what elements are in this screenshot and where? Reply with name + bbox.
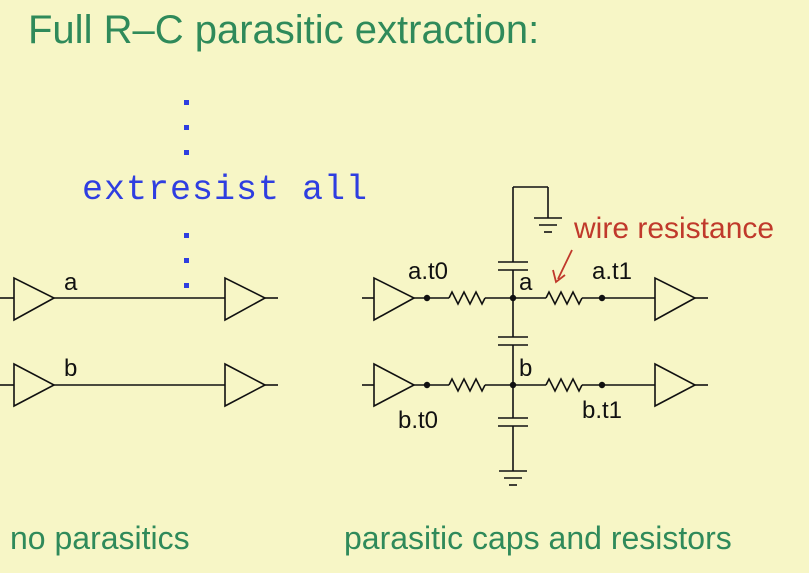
buffer-icon bbox=[373, 276, 416, 322]
resistor-icon bbox=[448, 290, 486, 306]
wire-resistance-label: wire resistance bbox=[573, 212, 774, 245]
annotation-arrow bbox=[552, 249, 573, 284]
left-net-b bbox=[0, 362, 278, 408]
label-b-t0: b.t0 bbox=[398, 407, 438, 434]
right-net-b bbox=[362, 362, 708, 408]
left-label-b: b bbox=[64, 355, 77, 382]
buffer-icon bbox=[13, 276, 56, 322]
label-node-b: b bbox=[519, 355, 532, 382]
buffer-icon bbox=[13, 362, 56, 408]
resistor-icon bbox=[448, 377, 486, 393]
label-node-a: a bbox=[519, 269, 533, 296]
ellipsis-top bbox=[184, 100, 189, 155]
label-a-t0: a.t0 bbox=[408, 258, 448, 285]
buffer-icon bbox=[224, 276, 267, 322]
ground-icon bbox=[534, 217, 562, 233]
command-text: extresist all bbox=[82, 170, 369, 210]
parasitic-capacitors bbox=[498, 186, 562, 486]
ground-icon bbox=[499, 470, 527, 486]
buffer-icon bbox=[224, 362, 267, 408]
buffer-icon bbox=[654, 362, 697, 408]
left-label-a: a bbox=[64, 269, 78, 296]
right-net-a bbox=[362, 276, 708, 322]
slide-title: Full R–C parasitic extraction: bbox=[28, 8, 540, 52]
buffer-icon bbox=[654, 276, 697, 322]
label-b-t1: b.t1 bbox=[582, 397, 622, 424]
resistor-icon bbox=[545, 377, 583, 393]
caption-no-parasitics: no parasitics bbox=[10, 520, 190, 556]
resistor-icon bbox=[545, 290, 583, 306]
caption-parasitic-caps: parasitic caps and resistors bbox=[344, 520, 732, 556]
buffer-icon bbox=[373, 362, 416, 408]
ellipsis-bottom bbox=[184, 233, 189, 288]
left-net-a bbox=[0, 276, 278, 322]
label-a-t1: a.t1 bbox=[592, 258, 632, 285]
